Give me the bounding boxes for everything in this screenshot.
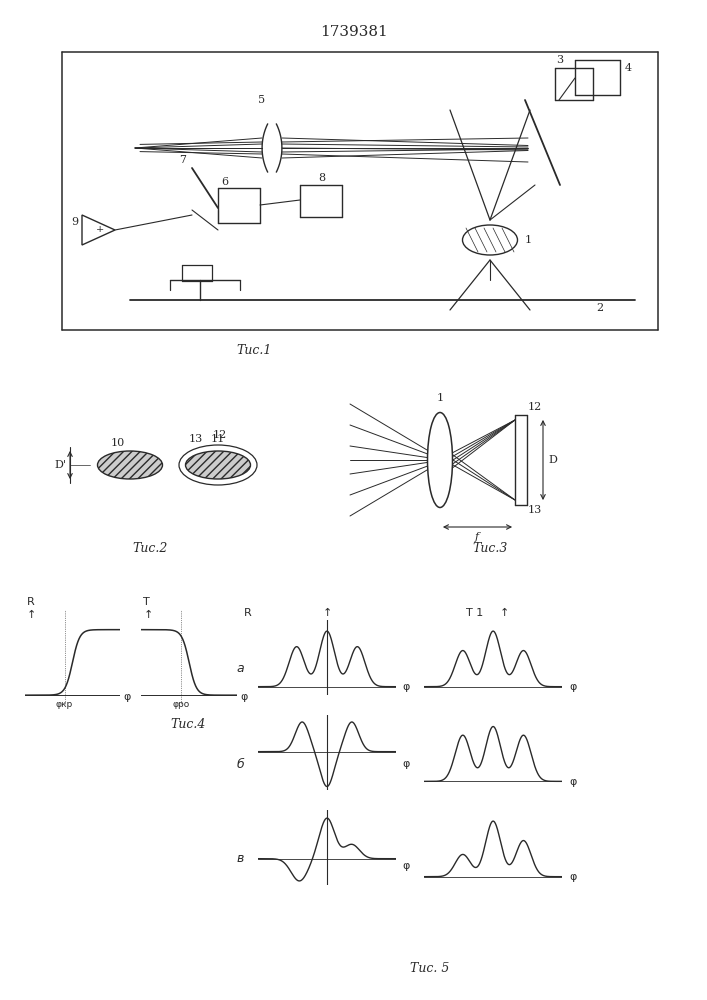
Text: 12: 12 (528, 402, 542, 412)
Text: Τис.2: Τис.2 (132, 542, 168, 554)
Text: в: в (237, 852, 245, 865)
Text: R: R (245, 608, 252, 618)
Text: ↑: ↑ (27, 610, 36, 620)
Text: ↑: ↑ (144, 610, 153, 620)
Ellipse shape (185, 451, 250, 479)
Text: Τис.1: Τис.1 (236, 344, 271, 357)
Text: D': D' (54, 460, 66, 470)
Text: а: а (237, 662, 245, 676)
Text: φро: φро (173, 700, 189, 709)
Text: φ: φ (403, 861, 410, 871)
Text: 13: 13 (189, 434, 203, 444)
Text: 12: 12 (213, 430, 227, 440)
Text: 6: 6 (221, 177, 228, 187)
Text: φкр: φкр (56, 700, 73, 709)
Text: 1739381: 1739381 (320, 25, 388, 39)
Text: T: T (144, 597, 150, 607)
Text: 10: 10 (111, 438, 125, 448)
Text: f: f (475, 532, 479, 542)
Text: 2: 2 (597, 303, 604, 313)
Text: φ: φ (124, 692, 131, 702)
Text: Τис.3: Τис.3 (472, 542, 508, 554)
Text: D: D (549, 455, 557, 465)
Text: 1: 1 (436, 393, 443, 403)
Text: T 1: T 1 (465, 608, 483, 618)
Text: φ: φ (403, 682, 410, 692)
Text: φ: φ (569, 872, 576, 882)
Text: φ: φ (569, 777, 576, 787)
Text: 3: 3 (556, 55, 563, 65)
Text: φ: φ (403, 759, 410, 769)
Text: 9: 9 (71, 217, 78, 227)
Text: R: R (27, 597, 35, 607)
Text: ↑: ↑ (500, 608, 510, 618)
Text: φ: φ (569, 682, 576, 692)
Text: Τис. 5: Τис. 5 (410, 962, 450, 974)
Text: б: б (237, 758, 245, 770)
Text: 5: 5 (259, 95, 266, 105)
Text: ↑: ↑ (322, 608, 332, 618)
Text: +: + (96, 226, 104, 234)
Text: φ: φ (240, 692, 247, 702)
Text: 4: 4 (624, 63, 631, 73)
Text: 13: 13 (528, 505, 542, 515)
Text: 7: 7 (180, 155, 187, 165)
Text: 11: 11 (211, 434, 225, 444)
Text: 1: 1 (525, 235, 532, 245)
Text: 8: 8 (318, 173, 325, 183)
Ellipse shape (98, 451, 163, 479)
Text: Τис.4: Τис.4 (170, 718, 206, 732)
